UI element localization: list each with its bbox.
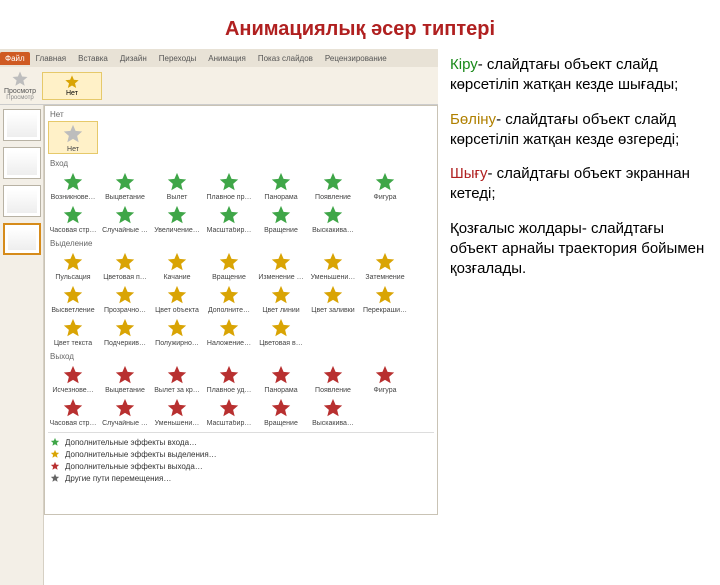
content-area: 4567 НетНетВходВозникнове…ВыцветаниеВыле… <box>0 105 438 585</box>
effect-item[interactable]: Нет <box>48 121 98 154</box>
effect-item[interactable]: Выцветание <box>100 170 150 201</box>
effect-item[interactable]: Возникнове… <box>48 170 98 201</box>
preview-button[interactable]: Просмотр Просмотр <box>4 70 36 101</box>
gallery-category: Выход <box>48 350 434 362</box>
effect-item[interactable]: Цвет заливки <box>308 283 358 314</box>
effect-item[interactable]: Фигура <box>360 363 410 394</box>
more-effects-link[interactable]: Дополнительные эффекты выделения… <box>48 448 434 460</box>
effect-item[interactable]: Появление <box>308 363 358 394</box>
effect-item[interactable]: Изменение … <box>256 250 306 281</box>
effect-item[interactable]: Цвет текста <box>48 316 98 347</box>
ribbon-tab[interactable]: Дизайн <box>114 54 153 63</box>
description-item: Бөліну- слайдтағы объект слайд көрсетілі… <box>450 110 708 151</box>
ribbon-tab[interactable]: Анимация <box>202 54 252 63</box>
effect-item[interactable]: Наложение… <box>204 316 254 347</box>
ribbon-tab[interactable]: Файл <box>0 52 30 65</box>
slide-thumb[interactable]: 7 <box>3 223 41 255</box>
animation-gallery[interactable]: НетНетВходВозникнове…ВыцветаниеВылетПлав… <box>44 105 438 515</box>
preview-label: Просмотр <box>4 88 36 95</box>
effect-item[interactable]: Появление <box>308 170 358 201</box>
selected-effect-label: Нет <box>66 90 78 97</box>
effect-item[interactable]: Цвет объекта <box>152 283 202 314</box>
preview-sub: Просмотр <box>6 95 33 101</box>
page-title: Анимациялық әсер типтері <box>0 0 720 49</box>
slide-thumb[interactable]: 5 <box>3 147 41 179</box>
effect-item[interactable]: Перекраши… <box>360 283 410 314</box>
effect-item[interactable]: Затемнение <box>360 250 410 281</box>
ribbon-tab[interactable]: Переходы <box>153 54 203 63</box>
effect-item[interactable]: Случайные … <box>100 396 150 427</box>
ribbon-tab[interactable]: Главная <box>30 54 72 63</box>
effect-item[interactable]: Часовая стр… <box>48 396 98 427</box>
effect-item[interactable]: Панорама <box>256 170 306 201</box>
main-layout: ФайлГлавнаяВставкаДизайнПереходыАнимация… <box>0 49 720 529</box>
slide-thumb[interactable]: 6 <box>3 185 41 217</box>
description-item: Қозғалыс жолдары- слайдтағы объект арнай… <box>450 219 708 280</box>
effect-item[interactable]: Качание <box>152 250 202 281</box>
effect-item[interactable]: Полужирно… <box>152 316 202 347</box>
effect-item[interactable]: Цветовая п… <box>100 250 150 281</box>
effect-item[interactable]: Пульсация <box>48 250 98 281</box>
description-item: Шығу- слайдтағы объект экраннан кетеді; <box>450 164 708 205</box>
effect-item[interactable]: Плавное пр… <box>204 170 254 201</box>
effect-item[interactable]: Цветовая в… <box>256 316 306 347</box>
effect-item[interactable]: Подчеркив… <box>100 316 150 347</box>
ribbon-banner: Просмотр Просмотр Нет <box>0 67 438 105</box>
description-item: Кіру- слайдтағы объект слайд көрсетіліп … <box>450 55 708 96</box>
effect-item[interactable]: Панорама <box>256 363 306 394</box>
effect-item[interactable]: Дополните… <box>204 283 254 314</box>
effect-item[interactable]: Выскакива… <box>308 396 358 427</box>
ribbon-tab[interactable]: Рецензирование <box>319 54 393 63</box>
more-effects-link[interactable]: Другие пути перемещения… <box>48 472 434 484</box>
effect-item[interactable]: Цвет линии <box>256 283 306 314</box>
selected-effect[interactable]: Нет <box>42 72 102 100</box>
effect-item[interactable]: Исчезнове… <box>48 363 98 394</box>
effect-item[interactable]: Вращение <box>204 250 254 281</box>
effect-item[interactable]: Уменьшени… <box>308 250 358 281</box>
effect-item[interactable]: Уменьшени… <box>152 396 202 427</box>
effect-item[interactable]: Прозрачно… <box>100 283 150 314</box>
effect-item[interactable]: Вращение <box>256 203 306 234</box>
effect-item[interactable]: Масштабир… <box>204 396 254 427</box>
gallery-category: Вход <box>48 157 434 169</box>
gallery-category: Выделение <box>48 237 434 249</box>
effect-item[interactable]: Выскакива… <box>308 203 358 234</box>
slide-thumb[interactable]: 4 <box>3 109 41 141</box>
ribbon-tab[interactable]: Показ слайдов <box>252 54 319 63</box>
ribbon-tabs: ФайлГлавнаяВставкаДизайнПереходыАнимация… <box>0 49 438 67</box>
effect-item[interactable]: Вылет <box>152 170 202 201</box>
effect-item[interactable]: Высветление <box>48 283 98 314</box>
effect-item[interactable]: Фигура <box>360 170 410 201</box>
ribbon-tab[interactable]: Вставка <box>72 54 114 63</box>
description-panel: Кіру- слайдтағы объект слайд көрсетіліп … <box>438 49 718 529</box>
gallery-category: Нет <box>48 108 434 120</box>
effect-item[interactable]: Вращение <box>256 396 306 427</box>
screenshot-panel: ФайлГлавнаяВставкаДизайнПереходыАнимация… <box>0 49 438 529</box>
effect-item[interactable]: Часовая стр… <box>48 203 98 234</box>
effect-item[interactable]: Вылет за кр… <box>152 363 202 394</box>
effect-item[interactable]: Плавное уд… <box>204 363 254 394</box>
effect-item[interactable]: Увеличение… <box>152 203 202 234</box>
effect-item[interactable]: Выцветание <box>100 363 150 394</box>
more-effects-link[interactable]: Дополнительные эффекты выхода… <box>48 460 434 472</box>
effect-item[interactable]: Масштабир… <box>204 203 254 234</box>
effect-item[interactable]: Случайные … <box>100 203 150 234</box>
more-effects-link[interactable]: Дополнительные эффекты входа… <box>48 436 434 448</box>
slide-thumbnails: 4 5 6 7 <box>0 105 44 585</box>
